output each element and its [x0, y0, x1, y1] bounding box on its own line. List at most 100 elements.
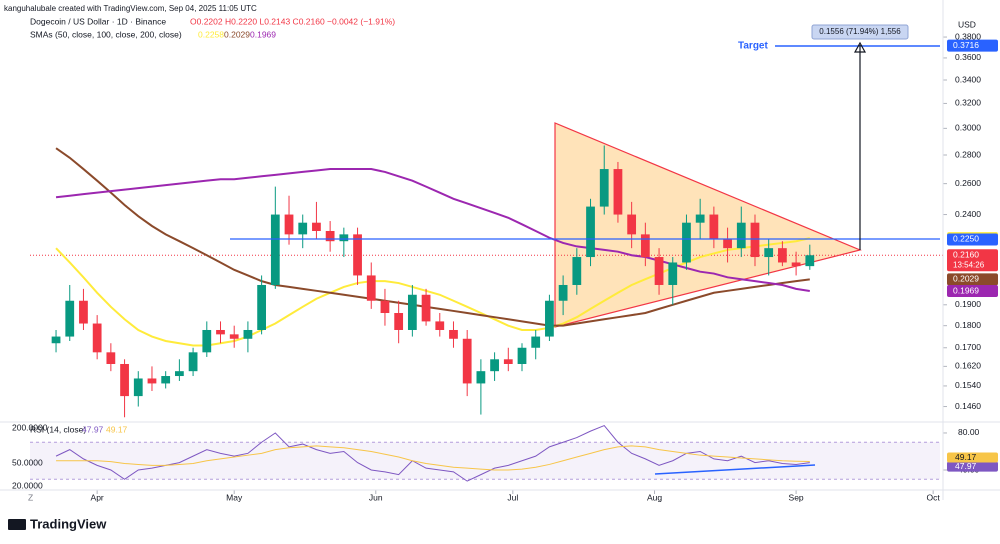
- candle-body: [120, 363, 129, 397]
- candle-body: [133, 378, 143, 397]
- price-tick-label: 0.1900: [955, 299, 981, 309]
- candle-body: [695, 214, 705, 223]
- overlays: 0.1556 (71.94%) 1,556 Target kanguhaluba…: [0, 0, 1000, 531]
- candle-body: [353, 234, 362, 276]
- sma-line: [55, 237, 811, 347]
- candle-body: [325, 230, 335, 242]
- price-tick-label: 0.3200: [955, 98, 981, 108]
- ohlc-readout: O0.2202 H0.2220 L0.2143 C0.2160 −0.0042 …: [190, 16, 395, 26]
- candle-body: [682, 222, 691, 263]
- drawings: [30, 36, 947, 494]
- price-label-bg: [947, 249, 998, 272]
- candle-body: [723, 239, 732, 249]
- target-label: Target: [738, 41, 768, 52]
- candle-body: [243, 329, 253, 339]
- time-tick-label: Jun: [369, 492, 383, 502]
- sma-line: [55, 147, 810, 327]
- sma-legend-value: 0.1969: [250, 29, 276, 39]
- candle-body: [778, 248, 787, 263]
- symbol-title: Dogecoin / US Dollar · 1D · Binance: [30, 16, 166, 26]
- candle-body: [558, 284, 568, 301]
- measure-label: 0.1556 (71.94%) 1,556: [819, 27, 901, 36]
- left-scale-label: 20.0000: [12, 480, 43, 490]
- price-tick-label: 0.1620: [955, 361, 981, 371]
- price-tick-label: 0.1700: [955, 342, 981, 352]
- candle-body: [312, 222, 321, 231]
- rsi-label: 47.97: [955, 461, 977, 471]
- candle-body: [736, 222, 746, 249]
- left-scale-label: 50.0000: [12, 457, 43, 467]
- brand: TradingView: [30, 516, 107, 531]
- candle-body: [627, 214, 637, 235]
- sma-line: [55, 168, 810, 292]
- candle-body: [188, 352, 198, 372]
- rsi-line: [55, 424, 810, 482]
- countdown: 13:54:26: [953, 260, 985, 269]
- price-tick-label: 0.3400: [955, 74, 981, 84]
- candle-body: [65, 300, 75, 337]
- candle-body: [435, 321, 445, 330]
- price-tick-label: 0.3600: [955, 52, 981, 62]
- candle-body: [531, 336, 541, 348]
- sma-legend-value: 0.2258: [198, 29, 224, 39]
- triangle-pattern: [554, 122, 862, 328]
- candle-body: [51, 336, 61, 344]
- candle-body: [462, 338, 472, 384]
- candle-body: [476, 371, 486, 384]
- candle-body: [490, 359, 499, 372]
- price-label: 0.2250: [953, 234, 979, 244]
- price-label-bg: [947, 285, 998, 298]
- candle-body: [407, 294, 417, 330]
- candle-body: [394, 313, 404, 330]
- candle-body: [229, 334, 239, 339]
- credit: kanguhalubale created with TradingView.c…: [4, 4, 257, 13]
- candle-body: [92, 323, 102, 353]
- candle-body: [709, 214, 719, 240]
- candle-body: [216, 329, 225, 335]
- rsi-label: 49.17: [955, 452, 977, 462]
- marks: [51, 145, 815, 482]
- candle-body: [147, 378, 157, 384]
- candle-body: [668, 262, 678, 285]
- price-label: 0.1969: [953, 285, 979, 295]
- candle-body: [503, 359, 513, 364]
- time-tick-label: May: [226, 492, 243, 502]
- time-tick-label: Aug: [647, 492, 662, 502]
- price-tick-label: 0.2400: [955, 209, 981, 219]
- price-label: 0.2160: [953, 250, 979, 260]
- candle-body: [572, 257, 582, 285]
- candle-body: [106, 352, 116, 364]
- candle-body: [380, 300, 390, 314]
- measure-box: [811, 24, 909, 40]
- candle-body: [161, 376, 171, 384]
- time-tick-label: Oct: [927, 492, 941, 502]
- currency: USD: [958, 19, 976, 29]
- price-label: 0.2029: [953, 274, 979, 284]
- candle-body: [270, 214, 280, 285]
- sma-legend-value: 0.2029: [224, 29, 250, 39]
- candle-body: [339, 234, 349, 242]
- candle-body: [586, 206, 595, 258]
- price-tick-label: 0.1800: [955, 320, 981, 330]
- candle-body: [202, 329, 212, 353]
- rsi-legend: RSI (14, close): [30, 424, 86, 434]
- arrow-head: [853, 41, 867, 53]
- rsi-legend-value: 49.17: [106, 424, 128, 434]
- candle-body: [366, 275, 376, 301]
- candle-body: [517, 347, 527, 364]
- candle-body: [764, 248, 774, 258]
- brand-logo: [8, 519, 26, 530]
- price-tick-label: 0.3800: [955, 31, 981, 41]
- rsi-trendline: [654, 464, 816, 475]
- candle-body: [79, 300, 88, 324]
- rsi-legend-value: 47.97: [82, 424, 104, 434]
- candle-body: [449, 329, 458, 339]
- candle-body: [298, 222, 308, 235]
- timezone: Z: [28, 492, 33, 502]
- candle-body: [613, 169, 623, 215]
- candle-body: [805, 255, 815, 267]
- candle-body: [545, 300, 554, 337]
- rsi-label-bg: [947, 452, 998, 463]
- rsi-tick-label: 80.00: [958, 427, 980, 437]
